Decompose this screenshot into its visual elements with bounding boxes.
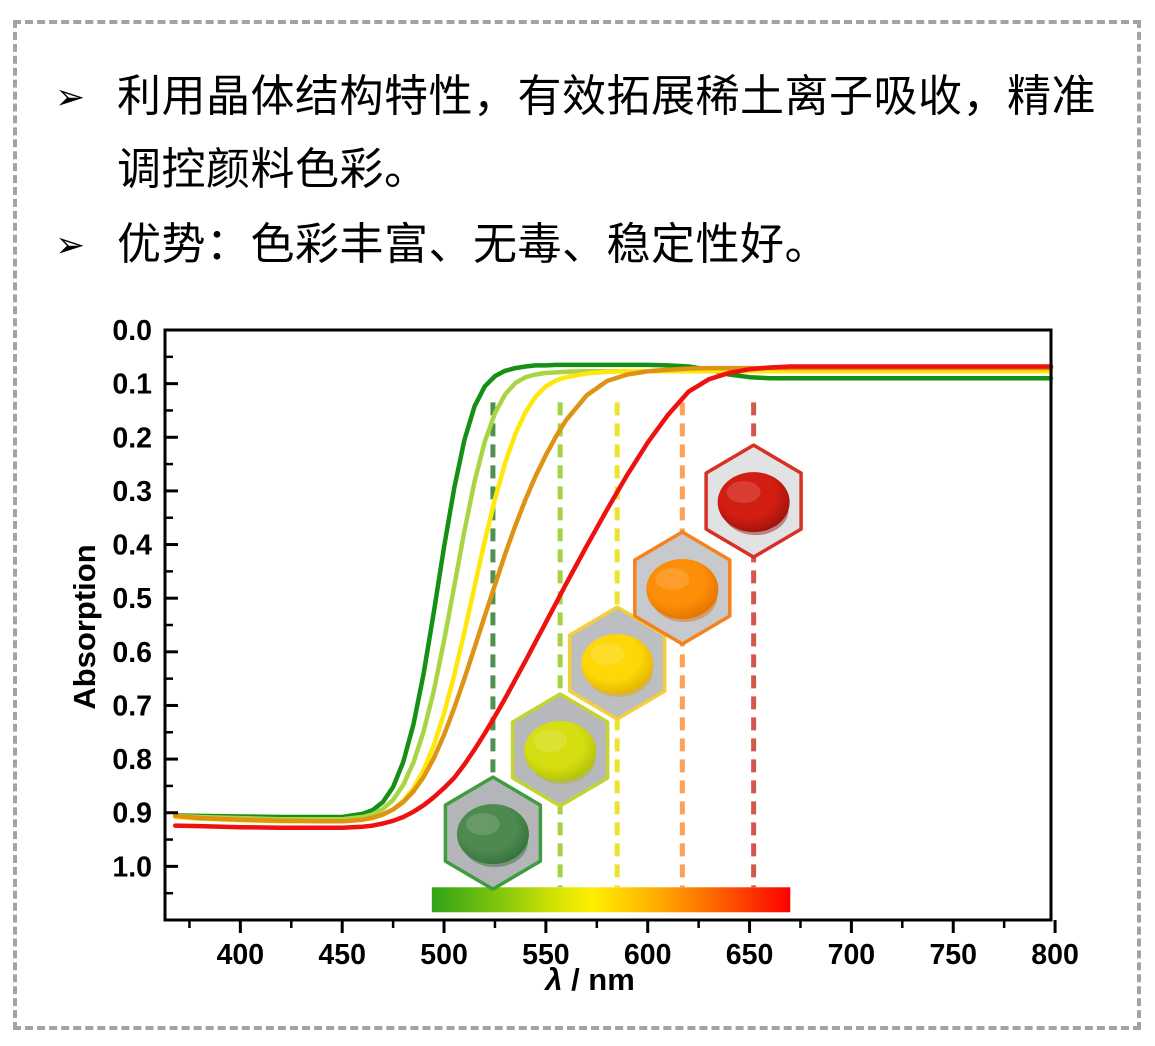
svg-text:0.4: 0.4 xyxy=(112,530,152,562)
svg-text:500: 500 xyxy=(420,939,468,971)
pigment-photo-yellow-green xyxy=(510,692,610,808)
svg-text:600: 600 xyxy=(624,939,672,971)
curve-red-pigment xyxy=(172,364,1054,830)
curve-orange-pigment xyxy=(172,365,1054,824)
svg-text:800: 800 xyxy=(1031,939,1079,971)
curve-yellow-pigment xyxy=(172,369,1054,824)
svg-text:1.0: 1.0 xyxy=(112,851,152,883)
svg-text:400: 400 xyxy=(217,939,265,971)
bullet-list: ➢ 利用晶体结构特性，有效拓展稀土离子吸收，精准 调控颜料色彩。 ➢ 优势：色彩… xyxy=(55,60,1115,281)
curve-yellow-green-pigment xyxy=(172,369,1054,822)
bullet-arrow-icon: ➢ xyxy=(55,76,86,117)
bullet-2-line-1: 优势：色彩丰富、无毒、稳定性好。 xyxy=(117,220,829,269)
svg-text:450: 450 xyxy=(318,939,366,971)
bullet-1-line-1: 利用晶体结构特性，有效拓展稀土离子吸收，精准 xyxy=(117,72,1096,121)
absorption-curves xyxy=(172,362,1054,830)
svg-text:0.0: 0.0 xyxy=(112,315,152,347)
svg-text:0.7: 0.7 xyxy=(112,690,152,722)
pigment-photo-red xyxy=(704,443,803,559)
bullet-1-line-2: 调控颜料色彩。 xyxy=(117,145,429,194)
svg-text:0.3: 0.3 xyxy=(112,476,152,508)
svg-text:0.2: 0.2 xyxy=(112,422,152,454)
svg-text:550: 550 xyxy=(522,939,570,971)
svg-text:0.5: 0.5 xyxy=(112,583,152,615)
svg-text:0.1: 0.1 xyxy=(112,369,152,401)
y-axis-title: Absorption xyxy=(67,544,102,709)
axes: 400 450 500 550 600 650 700 750 8000.00.10.20.30… xyxy=(67,315,1079,997)
y-axis: 0.0 0.1 0.2 0.3 0.4 0.5 0.6 0.7 0.8 0.9 1.0 xyxy=(112,315,178,895)
pigment-photo-yellow xyxy=(567,605,667,721)
x-axis-title: λ / nm xyxy=(543,962,635,997)
svg-text:0.8: 0.8 xyxy=(112,744,152,776)
curve-green-pigment xyxy=(172,362,1054,820)
bullet-2-text: 优势：色彩丰富、无毒、稳定性好。 xyxy=(117,208,1115,281)
bullet-item-2: ➢ 优势：色彩丰富、无毒、稳定性好。 xyxy=(55,208,1115,281)
absorption-chart: 400 450 500 550 600 650 700 750 8000.00.10.20.30… xyxy=(67,315,1079,997)
svg-text:750: 750 xyxy=(929,939,977,971)
svg-text:700: 700 xyxy=(828,939,876,971)
svg-text:0.9: 0.9 xyxy=(112,798,152,830)
pigment-photos xyxy=(443,443,803,891)
visible-spectrum-bar xyxy=(431,887,791,913)
pigment-photo-green xyxy=(443,775,543,891)
x-axis: 400 450 500 550 600 650 700 750 800 xyxy=(188,920,1079,971)
bullet-item-1: ➢ 利用晶体结构特性，有效拓展稀土离子吸收，精准 调控颜料色彩。 xyxy=(55,60,1115,206)
svg-text:650: 650 xyxy=(726,939,774,971)
bullet-1-text: 利用晶体结构特性，有效拓展稀土离子吸收，精准 调控颜料色彩。 xyxy=(117,60,1115,206)
pigment-photo-orange xyxy=(633,530,732,646)
bullet-arrow-icon: ➢ xyxy=(55,224,86,265)
svg-text:0.6: 0.6 xyxy=(112,637,152,669)
